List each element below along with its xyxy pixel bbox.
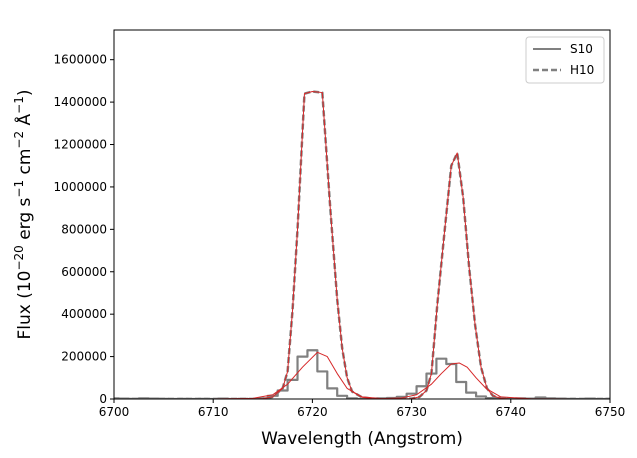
x-tick-label: 6700 (99, 405, 130, 419)
x-tick-label: 6710 (198, 405, 229, 419)
x-axis: 6700 6710 6720 6730 6740 6750 (99, 399, 626, 419)
series-line-model-3 (114, 351, 610, 399)
y-axis-label-base: Flux (10 (15, 271, 35, 340)
y-axis-label-end: ) (15, 89, 35, 96)
y-axis-label-mid2: cm (15, 149, 35, 180)
y-tick-label: 0 (99, 392, 107, 406)
y-tick-label: 800000 (61, 222, 107, 236)
x-tick-label: 6730 (396, 405, 427, 419)
y-tick-label: 400000 (61, 307, 107, 321)
legend-label-s10: S10 (570, 42, 593, 56)
y-axis-label-exp3: −2 (12, 131, 26, 149)
y-tick-label: 600000 (61, 265, 107, 279)
y-axis-label-mid: erg s (15, 197, 35, 245)
y-axis-label: Flux (10−20 erg s−1 cm−2 Å−1) (12, 89, 35, 339)
x-axis-label: Wavelength (Angstrom) (261, 429, 463, 449)
y-tick-label: 200000 (61, 350, 107, 364)
x-tick-label: 6750 (595, 405, 626, 419)
legend-label-h10: H10 (570, 63, 594, 77)
y-tick-label: 1000000 (54, 180, 107, 194)
legend: S10 H10 (525, 36, 605, 84)
plot-frame (113, 29, 611, 400)
y-axis-label-mid3: Å (13, 113, 35, 130)
x-tick-label: 6740 (496, 405, 527, 419)
y-axis-label-exp1: −20 (12, 245, 26, 270)
y-axis-label-exp4: −1 (12, 96, 26, 114)
y-axis-label-exp2: −1 (12, 180, 26, 198)
x-tick-label: 6720 (297, 405, 328, 419)
y-tick-label: 1400000 (54, 95, 107, 109)
y-tick-label: 1600000 (54, 53, 107, 67)
y-tick-label: 1200000 (54, 138, 107, 152)
plot-area-background (114, 30, 610, 399)
y-axis: 0 200000 400000 600000 800000 1000000 1200000 1… (54, 53, 114, 406)
